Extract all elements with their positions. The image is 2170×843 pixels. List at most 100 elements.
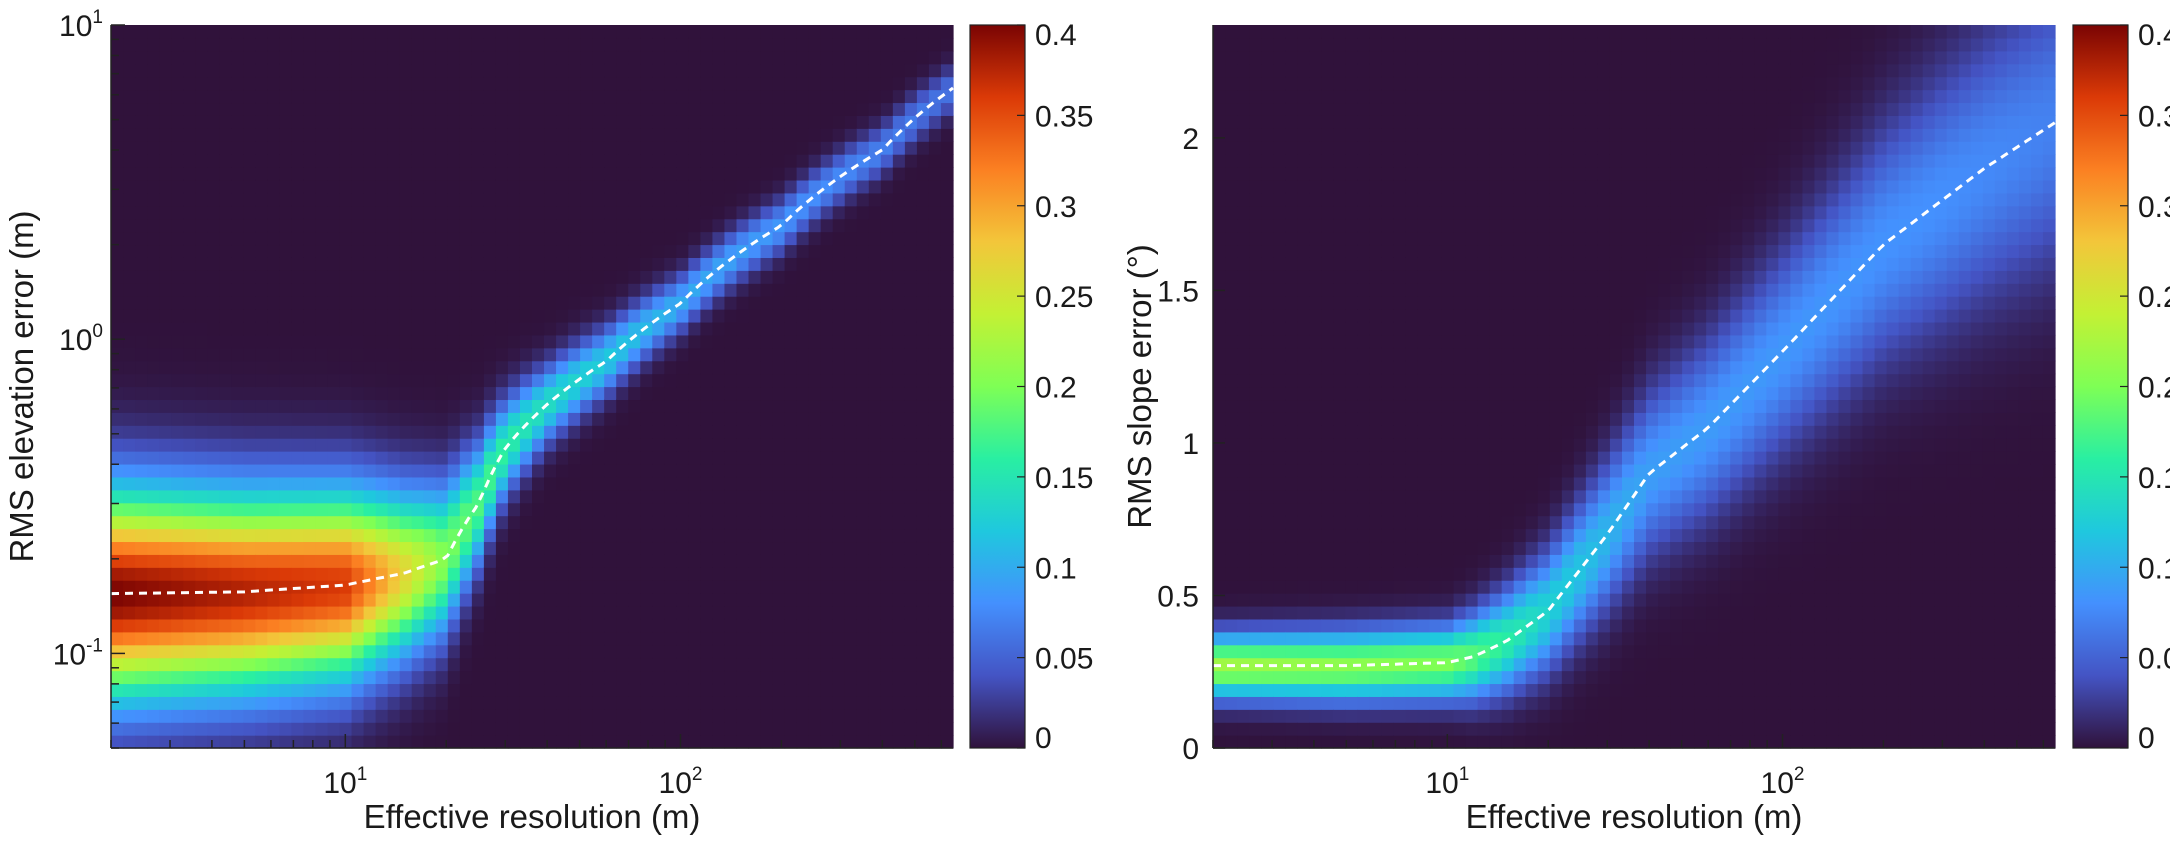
heatmap-cell bbox=[712, 322, 725, 336]
heatmap-cell bbox=[1393, 696, 1406, 710]
heatmap-cell bbox=[159, 696, 172, 710]
heatmap-cell bbox=[1285, 671, 1298, 685]
heatmap-cell bbox=[941, 167, 954, 181]
heatmap-cell bbox=[484, 335, 497, 349]
heatmap-cell bbox=[1405, 270, 1418, 284]
heatmap-cell bbox=[364, 399, 377, 413]
heatmap-cell bbox=[1309, 438, 1322, 452]
heatmap-cell bbox=[532, 309, 545, 323]
heatmap-cell bbox=[869, 167, 882, 181]
heatmap-cell bbox=[845, 645, 858, 659]
heatmap-cell bbox=[1309, 490, 1322, 504]
heatmap-cell bbox=[1285, 348, 1298, 362]
heatmap-cell bbox=[652, 335, 665, 349]
heatmap-cell bbox=[628, 206, 641, 220]
heatmap-cell bbox=[1285, 722, 1298, 736]
heatmap-cell bbox=[352, 619, 365, 633]
heatmap-cell bbox=[905, 141, 918, 155]
heatmap-cell bbox=[929, 464, 942, 478]
heatmap-cell bbox=[267, 683, 280, 697]
heatmap-cell bbox=[797, 193, 810, 207]
heatmap-cell bbox=[881, 348, 894, 362]
heatmap-cell bbox=[736, 348, 749, 362]
heatmap-cell bbox=[1357, 348, 1370, 362]
heatmap-cell bbox=[544, 554, 557, 568]
heatmap-cell bbox=[929, 167, 942, 181]
heatmap-cell bbox=[388, 374, 401, 388]
heatmap-cell bbox=[400, 632, 413, 646]
heatmap-cell bbox=[580, 77, 593, 91]
heatmap-cell bbox=[604, 38, 617, 52]
heatmap-cell bbox=[1345, 683, 1358, 697]
heatmap-cell bbox=[388, 696, 401, 710]
heatmap-cell bbox=[1381, 115, 1394, 129]
heatmap-cell bbox=[556, 451, 569, 465]
heatmap-cell bbox=[700, 425, 713, 439]
heatmap-cell bbox=[1237, 580, 1250, 594]
heatmap-cell bbox=[1297, 567, 1310, 581]
heatmap-cell bbox=[1249, 167, 1262, 181]
heatmap-cell bbox=[267, 154, 280, 168]
heatmap-cell bbox=[340, 567, 353, 581]
heatmap-cell bbox=[869, 554, 882, 568]
heatmap-cell bbox=[328, 554, 341, 568]
heatmap-cell bbox=[1213, 128, 1226, 142]
heatmap-cell bbox=[508, 580, 521, 594]
heatmap-cell bbox=[267, 580, 280, 594]
heatmap-cell bbox=[941, 529, 954, 543]
heatmap-cell bbox=[797, 580, 810, 594]
heatmap-cell bbox=[1381, 516, 1394, 530]
heatmap-cell bbox=[664, 244, 677, 258]
heatmap-cell bbox=[628, 683, 641, 697]
y-axis-label: RMS elevation error (m) bbox=[3, 210, 40, 562]
heatmap-cell bbox=[520, 51, 533, 65]
heatmap-cell bbox=[1417, 219, 1430, 233]
heatmap-cell bbox=[424, 541, 437, 555]
heatmap-cell bbox=[640, 658, 653, 672]
heatmap-cell bbox=[231, 374, 244, 388]
heatmap-cell bbox=[785, 348, 798, 362]
heatmap-cell bbox=[1381, 696, 1394, 710]
heatmap-cell bbox=[472, 658, 485, 672]
heatmap-cell bbox=[1285, 451, 1298, 465]
heatmap-cell bbox=[352, 77, 365, 91]
heatmap-cell bbox=[255, 25, 268, 39]
heatmap-cell bbox=[869, 335, 882, 349]
heatmap-cell bbox=[159, 606, 172, 620]
heatmap-cell bbox=[749, 77, 762, 91]
heatmap-cell bbox=[905, 387, 918, 401]
heatmap-cell bbox=[1321, 554, 1334, 568]
heatmap-cell bbox=[688, 193, 701, 207]
heatmap-cell bbox=[376, 335, 389, 349]
heatmap-cell bbox=[496, 399, 509, 413]
heatmap-cell bbox=[712, 671, 725, 685]
heatmap-cell bbox=[592, 51, 605, 65]
heatmap-cell bbox=[929, 115, 942, 129]
heatmap-cell bbox=[183, 257, 196, 271]
heatmap-cell bbox=[857, 606, 870, 620]
heatmap-cell bbox=[376, 464, 389, 478]
heatmap-cell bbox=[809, 671, 822, 685]
heatmap-cell bbox=[917, 529, 930, 543]
heatmap-cell bbox=[1357, 374, 1370, 388]
heatmap-cell bbox=[448, 232, 461, 246]
heatmap-cell bbox=[231, 696, 244, 710]
heatmap-cell bbox=[724, 567, 737, 581]
heatmap-cell bbox=[773, 735, 786, 749]
heatmap-cell bbox=[315, 167, 328, 181]
heatmap-cell bbox=[917, 38, 930, 52]
heatmap-cell bbox=[568, 554, 581, 568]
heatmap-cell bbox=[1297, 283, 1310, 297]
heatmap-cell bbox=[291, 154, 304, 168]
heatmap-cell bbox=[905, 619, 918, 633]
heatmap-cell bbox=[159, 567, 172, 581]
heatmap-cell bbox=[388, 477, 401, 491]
heatmap-cell bbox=[640, 606, 653, 620]
heatmap-cell bbox=[315, 529, 328, 543]
heatmap-cell bbox=[664, 77, 677, 91]
heatmap-cell bbox=[893, 619, 906, 633]
heatmap-cell bbox=[400, 709, 413, 723]
heatmap-cell bbox=[773, 180, 786, 194]
heatmap-cell bbox=[123, 38, 136, 52]
heatmap-cell bbox=[1225, 193, 1238, 207]
